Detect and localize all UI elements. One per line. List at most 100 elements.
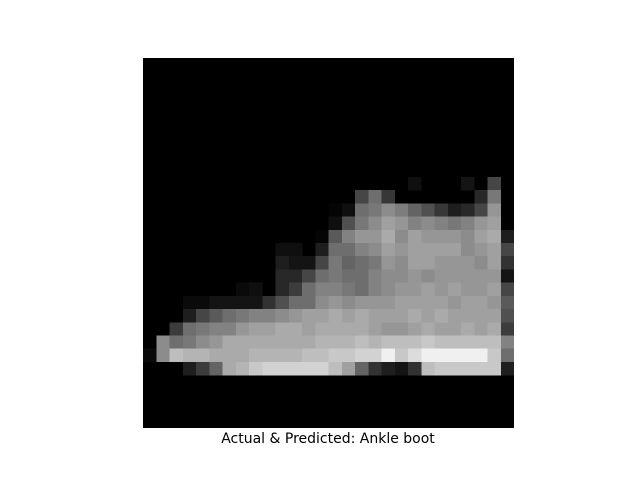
image-pixel (500, 243, 514, 257)
image-pixel (487, 216, 502, 231)
image-pixel (209, 335, 223, 349)
image-pixel (408, 216, 422, 231)
image-pixel (434, 335, 449, 349)
image-pixel (447, 361, 462, 376)
image-pixel (461, 282, 475, 297)
image-pixel (487, 295, 502, 310)
image-axes (143, 58, 514, 428)
image-pixel (222, 295, 237, 310)
image-pixel (394, 203, 409, 217)
image-pixel (368, 243, 382, 257)
image-pixel (447, 335, 462, 349)
image-pixel (328, 229, 343, 244)
image-pixel (434, 203, 449, 217)
image-pixel (143, 348, 157, 363)
image-pixel (355, 322, 369, 336)
image-pixel (487, 322, 502, 336)
image-pixel (408, 176, 422, 191)
image-pixel (249, 309, 263, 323)
image-pixel (355, 216, 369, 231)
image-pixel (368, 203, 382, 217)
image-pixel (461, 256, 475, 270)
image-pixel (355, 229, 369, 244)
image-pixel (487, 361, 502, 376)
image-pixel (328, 282, 343, 297)
image-pixel (355, 309, 369, 323)
image-pixel (408, 243, 422, 257)
image-pixel (408, 361, 422, 376)
image-pixel (421, 256, 435, 270)
image-pixel (275, 309, 290, 323)
image-pixel (408, 256, 422, 270)
image-pixel (302, 295, 316, 310)
image-pixel (447, 282, 462, 297)
image-pixel (394, 348, 409, 363)
image-pixel (328, 203, 343, 217)
image-pixel (275, 335, 290, 349)
image-pixel (487, 282, 502, 297)
image-pixel (249, 295, 263, 310)
image-pixel (222, 322, 237, 336)
image-pixel (394, 256, 409, 270)
image-pixel (500, 361, 514, 376)
image-pixel (275, 269, 290, 283)
image-pixel (355, 348, 369, 363)
image-pixel (341, 335, 356, 349)
image-pixel (328, 348, 343, 363)
image-pixel (368, 190, 382, 204)
image-pixel (461, 335, 475, 349)
image-pixel (209, 361, 223, 376)
image-pixel (381, 361, 396, 376)
image-pixel (302, 322, 316, 336)
image-pixel (421, 335, 435, 349)
image-pixel (447, 203, 462, 217)
image-pixel (288, 282, 303, 297)
image-pixel (381, 190, 396, 204)
image-pixel (500, 282, 514, 297)
image-pixel (461, 295, 475, 310)
image-pixel (355, 190, 369, 204)
image-pixel (315, 322, 329, 336)
image-pixel (182, 295, 197, 310)
image-pixel (341, 203, 356, 217)
image-pixel (434, 361, 449, 376)
image-pixel (169, 348, 184, 363)
image-pixel (235, 335, 250, 349)
image-pixel (196, 348, 210, 363)
image-pixel (381, 256, 396, 270)
image-pixel (408, 203, 422, 217)
image-pixel (209, 322, 223, 336)
image-pixel (262, 361, 276, 376)
image-pixel (381, 229, 396, 244)
image-pixel (355, 269, 369, 283)
image-pixel (434, 348, 449, 363)
image-pixel (315, 269, 329, 283)
image-pixel (328, 256, 343, 270)
image-pixel (275, 322, 290, 336)
image-pixel (275, 243, 290, 257)
image-pixel (368, 309, 382, 323)
image-pixel (474, 282, 488, 297)
image-pixel (408, 295, 422, 310)
image-pixel (288, 335, 303, 349)
image-pixel (434, 269, 449, 283)
image-pixel (381, 295, 396, 310)
image-pixel (381, 243, 396, 257)
image-pixel (474, 348, 488, 363)
image-pixel (315, 309, 329, 323)
image-pixel (461, 216, 475, 231)
image-pixel (182, 361, 197, 376)
fashion-mnist-image (143, 58, 514, 428)
image-pixel (381, 203, 396, 217)
image-pixel (381, 269, 396, 283)
image-pixel (394, 322, 409, 336)
image-pixel (394, 229, 409, 244)
image-pixel (341, 348, 356, 363)
image-pixel (487, 190, 502, 204)
image-pixel (341, 216, 356, 231)
image-pixel (487, 256, 502, 270)
image-pixel (328, 361, 343, 376)
image-pixel (328, 243, 343, 257)
image-pixel (461, 203, 475, 217)
